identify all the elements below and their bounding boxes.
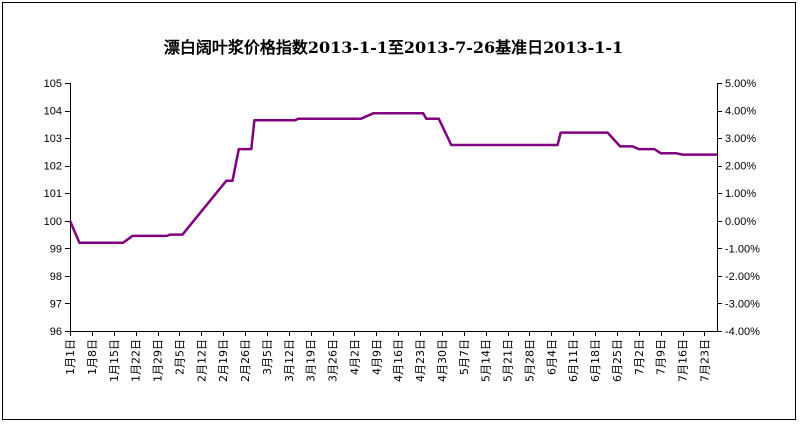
left-tick-label: 99: [50, 243, 62, 255]
right-tick-label: -2.00%: [725, 271, 760, 283]
x-tick-label: 6月25日: [611, 339, 624, 382]
left-tick-label: 97: [50, 298, 62, 310]
x-tick-label: 5月21日: [502, 339, 515, 382]
x-tick-label: 5月28日: [523, 339, 536, 382]
left-tick-label: 98: [50, 271, 62, 283]
x-tick-label: 1月22日: [130, 339, 143, 382]
right-tick-label: -4.00%: [725, 326, 760, 338]
x-tick-label: 3月26日: [327, 339, 340, 382]
chart-title: 漂白阔叶浆价格指数2013-1-1至2013-7-26基准日2013-1-1: [164, 38, 623, 57]
right-tick-label: 4.00%: [725, 106, 756, 118]
line-chart: 漂白阔叶浆价格指数2013-1-1至2013-7-26基准日2013-1-1 9…: [44, 38, 760, 382]
x-tick-label: 6月4日: [545, 339, 558, 375]
right-tick-label: 3.00%: [725, 133, 756, 145]
right-axis-ticks: -4.00% -3.00% -2.00% -1.00% 0.00% 1.00% 2.00% 3…: [717, 78, 760, 338]
left-tick-label: 103: [44, 133, 62, 145]
x-tick-label: 7月2日: [633, 339, 646, 375]
left-tick-label: 100: [44, 216, 62, 228]
x-tick-label: 3月12日: [283, 339, 296, 382]
x-tick-label: 2月26日: [239, 339, 252, 382]
x-tick-label: 2月12日: [195, 339, 208, 382]
x-tick-label: 1月15日: [108, 339, 121, 382]
right-tick-label: 2.00%: [725, 161, 756, 173]
right-tick-label: 5.00%: [725, 78, 756, 90]
x-tick-label: 6月11日: [567, 339, 580, 382]
axes: [70, 83, 718, 332]
right-tick-label: 1.00%: [725, 188, 756, 200]
x-tick-label: 4月9日: [370, 339, 383, 375]
right-tick-label: -3.00%: [725, 298, 760, 310]
x-tick-label: 6月18日: [589, 339, 602, 382]
right-tick-label: -1.00%: [725, 243, 760, 255]
x-tick-label: 5月7日: [458, 339, 471, 375]
x-tick-label: 1月29日: [152, 339, 165, 382]
x-tick-label: 3月5日: [261, 339, 274, 375]
x-tick-label: 4月16日: [392, 339, 405, 382]
x-tick-label: 7月9日: [655, 339, 668, 375]
left-tick-label: 104: [44, 106, 62, 118]
right-tick-label: 0.00%: [725, 216, 756, 228]
left-tick-label: 96: [50, 326, 62, 338]
left-tick-label: 101: [44, 188, 62, 200]
x-tick-label: 1月8日: [86, 339, 99, 375]
series-group: [68, 112, 717, 245]
x-tick-label: 4月30日: [436, 339, 449, 382]
price-index-line: [68, 112, 717, 245]
x-tick-label: 7月23日: [698, 339, 711, 382]
x-tick-label: 2月5日: [173, 339, 186, 375]
x-tick-label: 5月14日: [480, 339, 493, 382]
x-tick-label: 2月19日: [217, 339, 230, 382]
left-axis-ticks: 96 97 98 99 100 101 102 103 104 105: [44, 78, 70, 338]
x-tick-label: 4月2日: [348, 339, 361, 375]
x-tick-label: 7月16日: [677, 339, 690, 382]
x-tick-label: 1月1日: [64, 339, 77, 375]
chart-frame: 漂白阔叶浆价格指数2013-1-1至2013-7-26基准日2013-1-1 9…: [2, 2, 796, 420]
x-tick-label: 3月19日: [305, 339, 318, 382]
x-axis-ticks: 1月1日 1月8日 1月15日 1月22日 1月29日 2月5日 2月12日 2月19日 2月2…: [64, 331, 711, 382]
left-tick-label: 105: [44, 78, 62, 90]
x-tick-label: 4月23日: [414, 339, 427, 382]
left-tick-label: 102: [44, 161, 62, 173]
